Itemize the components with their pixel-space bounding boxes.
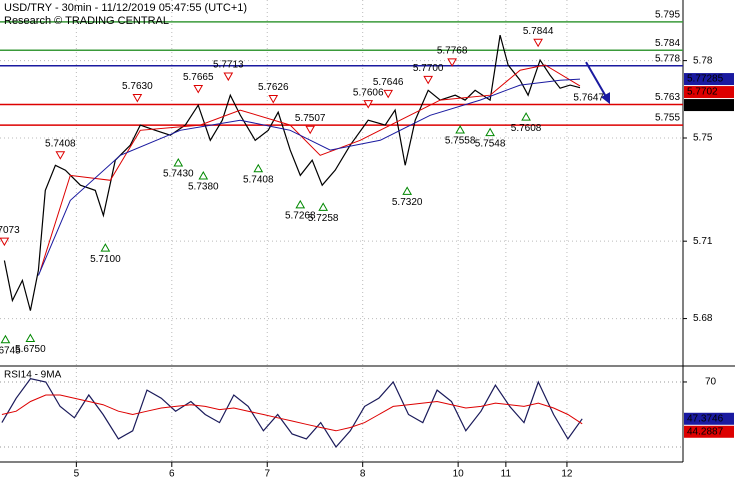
y-tick-label: 5.78 [693, 55, 713, 66]
low-label: 5.6750 [15, 344, 46, 355]
high-marker [55, 151, 66, 160]
x-tick-label: 5 [74, 469, 80, 480]
low-label: 5.7548 [475, 138, 506, 149]
level-label: 5.755 [655, 113, 680, 124]
y-tick-label: 5.71 [693, 236, 713, 247]
level-label: 5.784 [655, 38, 680, 49]
high-label: 5.7844 [523, 26, 554, 37]
target-arrow [585, 61, 609, 101]
value-tag [684, 73, 734, 86]
target-label: 5.7647 [573, 93, 604, 104]
value-tag [684, 425, 734, 438]
high-label: 5.7408 [45, 138, 76, 149]
high-label: 5.7646 [373, 77, 404, 88]
low-label: 5.7408 [243, 174, 274, 185]
low-marker [402, 186, 413, 195]
high-marker [363, 100, 374, 109]
low-label: 5.7258 [308, 213, 339, 224]
high-marker [383, 89, 394, 99]
high-label: 5.7606 [353, 87, 384, 98]
low-label: 5.7608 [511, 123, 542, 134]
low-marker [295, 199, 306, 209]
value-tag-label: 44.2887 [687, 426, 724, 437]
value-tag [684, 86, 734, 99]
low-label: 5.7100 [90, 254, 121, 265]
value-tag-label: 5.7695 [687, 100, 718, 111]
high-marker [305, 125, 316, 135]
high-marker [533, 38, 543, 48]
x-tick-label: 12 [561, 469, 573, 480]
high-marker [223, 72, 234, 82]
level-label: 5.763 [655, 92, 680, 103]
low-marker [173, 158, 184, 167]
average-line [39, 64, 581, 271]
value-tag-label: 5.7702 [687, 87, 718, 98]
level-label: 5.778 [655, 53, 680, 64]
low-label: 5.7558 [445, 136, 476, 147]
low-marker [0, 334, 11, 344]
high-marker [423, 75, 434, 85]
high-label: 5.7700 [413, 63, 444, 74]
average-line [37, 78, 581, 276]
x-tick-label: 11 [501, 469, 512, 480]
chart-subtitle: Research © TRADING CENTRAL [4, 15, 169, 27]
value-tag [684, 99, 734, 112]
y-tick-label: 5.68 [693, 313, 713, 324]
x-tick-label: 7 [264, 469, 270, 480]
value-tag [684, 412, 734, 425]
high-label: 5.7630 [122, 81, 153, 92]
low-marker [318, 202, 329, 211]
high-marker [132, 93, 143, 103]
average-line [1, 394, 583, 432]
high-marker [447, 58, 457, 67]
high-marker [268, 95, 279, 104]
high-label: 5.7665 [183, 72, 214, 83]
series-line [1, 378, 583, 448]
low-marker [198, 170, 209, 180]
value-tag-label: 5.77285 [687, 74, 724, 85]
x-tick-label: 8 [360, 469, 366, 480]
low-marker [455, 125, 465, 134]
high-label: 5.7626 [258, 82, 289, 93]
low-marker [521, 112, 531, 121]
low-marker [100, 243, 111, 252]
low-label: 5.7380 [188, 182, 219, 193]
x-tick-label: 6 [169, 469, 175, 480]
chart-title: USD/TRY - 30min - 11/12/2019 05:47:55 (U… [4, 2, 247, 14]
low-marker [485, 127, 495, 137]
high-label: 5.7768 [437, 46, 468, 57]
y-tick-label: 70 [705, 377, 717, 388]
high-marker [193, 84, 204, 94]
level-label: 5.795 [655, 10, 680, 21]
low-marker [253, 163, 264, 173]
panel-title: RSI14 - 9MA [4, 370, 62, 381]
y-tick-label: 5.75 [693, 133, 713, 144]
high-label: 5.7073 [0, 225, 20, 236]
low-label: 5.7430 [163, 169, 194, 180]
low-marker [25, 333, 36, 342]
high-label: 5.7507 [295, 113, 326, 124]
high-marker [0, 237, 10, 247]
low-label: 5.7268 [285, 210, 316, 221]
high-label: 5.7713 [213, 60, 244, 71]
value-tag-label: 47.3746 [687, 413, 724, 424]
low-label: 5.6745 [0, 345, 21, 356]
low-label: 5.7320 [392, 197, 423, 208]
target-arrowhead [601, 92, 611, 105]
x-tick-label: 10 [453, 469, 465, 480]
